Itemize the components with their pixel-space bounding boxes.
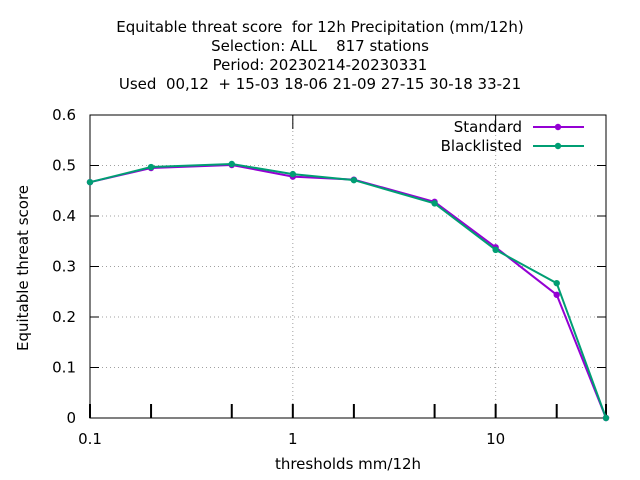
legend-label: Blacklisted bbox=[441, 137, 522, 155]
data-point bbox=[228, 160, 235, 168]
plot-border bbox=[89, 114, 607, 419]
data-point bbox=[431, 200, 438, 207]
data-point bbox=[350, 176, 358, 184]
data-point bbox=[602, 414, 610, 422]
series-line-standard bbox=[89, 163, 607, 419]
data-point bbox=[147, 163, 155, 171]
title-line-2: Selection: ALL 817 stations bbox=[211, 37, 429, 55]
y-tick-label: 0.5 bbox=[52, 157, 76, 175]
y-tick-label: 0.1 bbox=[52, 359, 76, 377]
y-tick-label: 0.4 bbox=[52, 207, 76, 225]
y-tick-label: 0.6 bbox=[52, 106, 76, 124]
x-tick-label: 10 bbox=[486, 430, 505, 448]
legend-label: Standard bbox=[454, 118, 522, 136]
y-tick-label: 0.2 bbox=[52, 308, 76, 326]
x-tick-label: 1 bbox=[288, 430, 298, 448]
title-line-4: Used 00,12 + 15-03 18-06 21-09 27-15 30-… bbox=[118, 75, 522, 93]
data-point bbox=[86, 178, 94, 186]
title-line-3: Period: 20230214-20230331 bbox=[212, 56, 428, 74]
series-line-blacklisted bbox=[89, 162, 607, 419]
data-point bbox=[553, 291, 560, 298]
x-tick-label: 0.1 bbox=[78, 430, 102, 448]
legend-marker bbox=[554, 142, 562, 150]
data-point bbox=[492, 246, 499, 254]
title-line-1: Equitable threat score for 12h Precipita… bbox=[116, 18, 524, 36]
x-axis-label: thresholds mm/12h bbox=[274, 455, 422, 473]
data-point bbox=[289, 170, 297, 178]
data-point bbox=[553, 279, 560, 287]
y-tick-label: 0 bbox=[66, 409, 76, 427]
legend-marker bbox=[554, 123, 562, 131]
y-tick-label: 0.3 bbox=[52, 258, 76, 276]
